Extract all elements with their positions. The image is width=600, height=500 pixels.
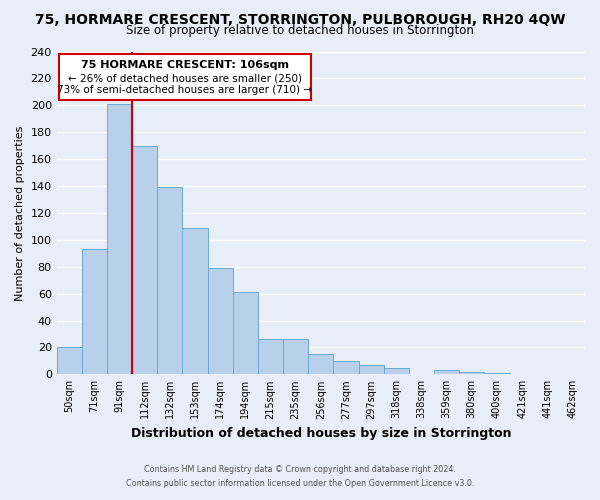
Bar — [484, 373, 509, 374]
Bar — [283, 340, 308, 374]
Text: 73% of semi-detached houses are larger (710) →: 73% of semi-detached houses are larger (… — [58, 85, 313, 95]
Text: ← 26% of detached houses are smaller (250): ← 26% of detached houses are smaller (25… — [68, 73, 302, 83]
Bar — [384, 368, 409, 374]
Bar — [459, 372, 484, 374]
Text: Size of property relative to detached houses in Storrington: Size of property relative to detached ho… — [126, 24, 474, 37]
FancyBboxPatch shape — [59, 54, 311, 100]
Bar — [157, 188, 182, 374]
Bar — [56, 348, 82, 374]
Bar — [308, 354, 334, 374]
Text: 75 HORMARE CRESCENT: 106sqm: 75 HORMARE CRESCENT: 106sqm — [81, 60, 289, 70]
Bar — [182, 228, 208, 374]
Bar — [258, 340, 283, 374]
Bar — [359, 365, 384, 374]
Bar — [434, 370, 459, 374]
Bar — [334, 361, 359, 374]
Bar — [233, 292, 258, 374]
Y-axis label: Number of detached properties: Number of detached properties — [15, 125, 25, 300]
Bar — [208, 268, 233, 374]
Bar — [82, 249, 107, 374]
Bar — [107, 104, 132, 374]
Text: Contains HM Land Registry data © Crown copyright and database right 2024.
Contai: Contains HM Land Registry data © Crown c… — [126, 466, 474, 487]
X-axis label: Distribution of detached houses by size in Storrington: Distribution of detached houses by size … — [131, 427, 511, 440]
Text: 75, HORMARE CRESCENT, STORRINGTON, PULBOROUGH, RH20 4QW: 75, HORMARE CRESCENT, STORRINGTON, PULBO… — [35, 12, 565, 26]
Bar — [132, 146, 157, 374]
